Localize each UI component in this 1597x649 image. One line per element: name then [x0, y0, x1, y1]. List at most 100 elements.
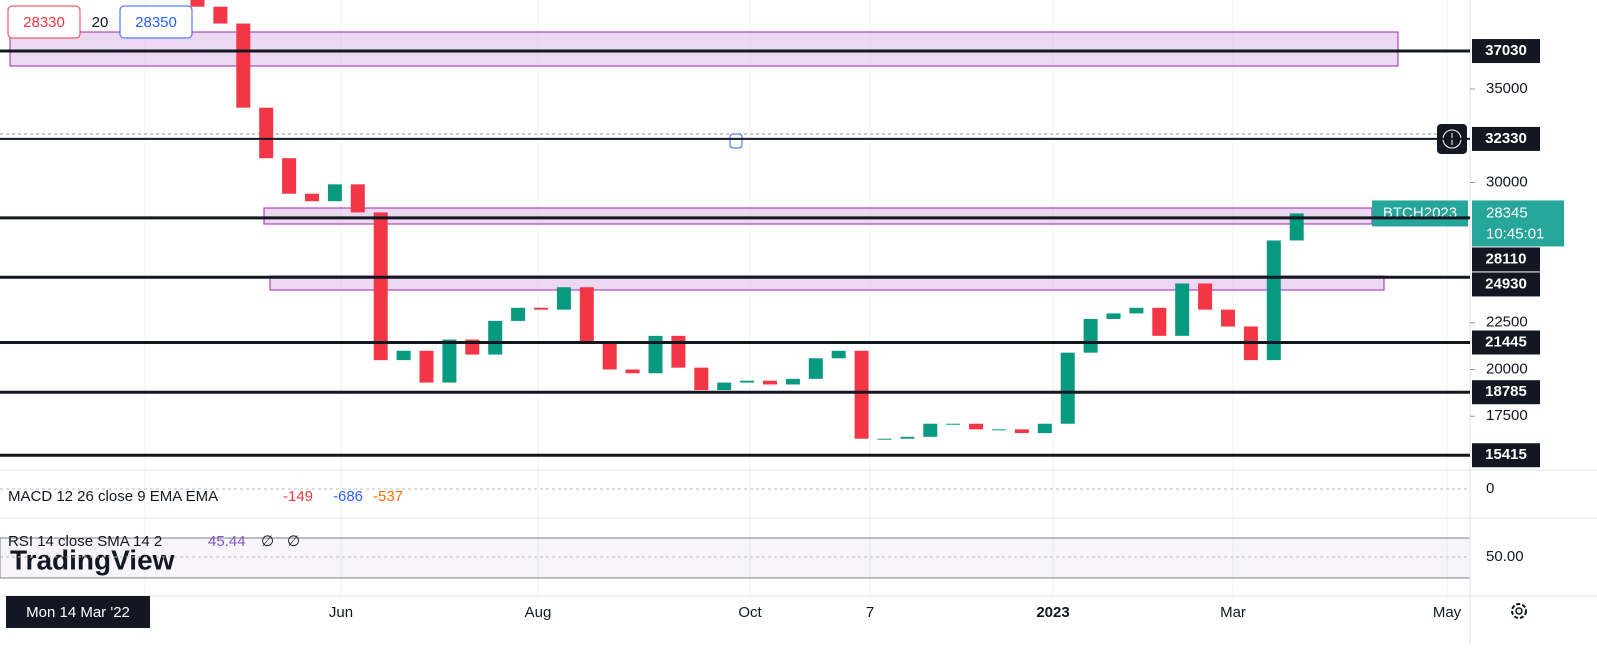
- candle: [1083, 319, 1098, 353]
- time-label: Oct: [738, 604, 762, 621]
- level-label-bg: [1472, 443, 1540, 468]
- macd-line: -686: [333, 488, 363, 505]
- candle: [350, 184, 365, 213]
- rsi-value: 45.44: [208, 533, 246, 550]
- time-label: May: [1433, 604, 1462, 621]
- candle: [1129, 307, 1144, 314]
- level-label: 24930: [1485, 275, 1527, 292]
- candle: [785, 378, 800, 385]
- settings-icon[interactable]: [1511, 603, 1527, 619]
- candle: [305, 193, 319, 202]
- rsi-band: [0, 537, 1471, 579]
- candle: [579, 287, 594, 342]
- candle: [373, 212, 388, 361]
- candle: [442, 339, 457, 383]
- candle: [900, 436, 915, 439]
- candle: [511, 307, 526, 321]
- logo: TradingView: [10, 544, 175, 575]
- candle: [808, 358, 823, 379]
- price-label: 28345: [1486, 204, 1528, 221]
- candle: [556, 287, 571, 310]
- candle: [327, 184, 342, 202]
- candle: [419, 350, 434, 383]
- candle: [1037, 423, 1052, 434]
- grid: [144, 0, 1448, 596]
- macd-tick-label: 0: [1486, 480, 1494, 497]
- candle: [396, 350, 411, 361]
- spread: 20: [92, 14, 109, 31]
- level-label-bg: [1472, 247, 1540, 272]
- candle: [671, 335, 686, 368]
- zone: [263, 207, 1373, 225]
- time-label: Mar: [1220, 604, 1246, 621]
- rsi-tick-label: 50.00: [1486, 548, 1524, 565]
- candle: [190, 0, 205, 7]
- symbol-name-bg: [1372, 200, 1468, 227]
- price-tick-label: 22500: [1486, 314, 1528, 331]
- candle: [763, 380, 777, 385]
- candle: [1014, 429, 1029, 434]
- candle: [1198, 283, 1213, 310]
- candle: [534, 307, 548, 310]
- level-label-bg: [1472, 272, 1540, 297]
- candle: [694, 367, 709, 391]
- candle: [1266, 240, 1281, 361]
- candle: [923, 423, 938, 437]
- level-label: 37030: [1485, 42, 1527, 59]
- time-label: Jun: [329, 604, 353, 621]
- level-label: 32330: [1485, 130, 1527, 147]
- level-label-bg: [1472, 380, 1540, 405]
- candle: [1175, 283, 1190, 336]
- candle: [213, 6, 228, 24]
- price-tick-label: 35000: [1486, 80, 1528, 97]
- price-tick-label: 30000: [1486, 173, 1528, 190]
- macd-title: MACD 12 26 close 9 EMA EMA: [8, 488, 218, 505]
- candle: [1152, 307, 1167, 336]
- macd-signal: -537: [373, 488, 403, 505]
- handle[interactable]: [729, 133, 743, 149]
- level-label: 15415: [1485, 446, 1527, 463]
- time-label: 7: [866, 604, 874, 621]
- level-label-bg: [1472, 126, 1540, 151]
- level-label: 18785: [1485, 383, 1527, 400]
- candle: [1060, 352, 1075, 424]
- zone: [9, 31, 1399, 67]
- candle: [282, 158, 297, 194]
- candle: [1289, 213, 1304, 241]
- candle: [602, 341, 617, 370]
- candle: [946, 423, 961, 425]
- crosshair-label: Mon 14 Mar '22: [26, 604, 130, 621]
- candle: [717, 382, 732, 391]
- price-label-bg: [1472, 200, 1564, 247]
- level-label: 21445: [1485, 333, 1527, 350]
- rsi-title: RSI 14 close SMA 14 2: [8, 533, 162, 550]
- bid: 28330: [23, 14, 65, 31]
- candle: [969, 423, 984, 430]
- time-label: Aug: [525, 604, 552, 621]
- countdown: 10:45:01: [1486, 225, 1544, 242]
- crosshair-label-bg: [6, 596, 150, 628]
- level-label-bg: [1472, 39, 1540, 64]
- rsi-extra: ∅: [261, 533, 274, 550]
- level-label-bg: [1472, 330, 1540, 355]
- candles: [190, 0, 1304, 440]
- candle: [992, 429, 1006, 431]
- candle: [877, 438, 892, 440]
- ask: 28350: [135, 14, 177, 31]
- macd-hist: -149: [283, 488, 313, 505]
- candle: [625, 369, 640, 374]
- candle: [259, 107, 274, 159]
- rsi-extra: ∅: [287, 533, 300, 550]
- candle: [1106, 313, 1121, 320]
- candle: [488, 320, 503, 355]
- price-tick-label: 17500: [1486, 407, 1528, 424]
- time-label: 2023: [1036, 604, 1069, 621]
- candle: [740, 380, 755, 383]
- candle: [236, 23, 251, 108]
- candle: [1221, 309, 1235, 327]
- level-label: 28110: [1486, 250, 1527, 267]
- quote-box: 28330 20 28350: [7, 5, 193, 39]
- candle: [648, 335, 663, 374]
